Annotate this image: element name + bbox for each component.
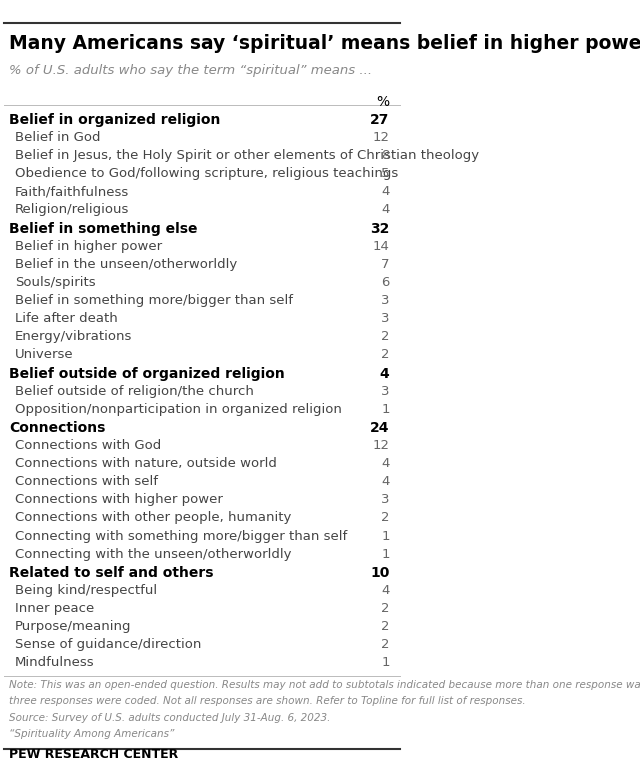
Text: 2: 2 xyxy=(381,602,390,615)
Text: Connecting with something more/bigger than self: Connecting with something more/bigger th… xyxy=(15,529,347,542)
Text: 4: 4 xyxy=(381,475,390,488)
Text: 8: 8 xyxy=(381,149,390,162)
Text: Connections with God: Connections with God xyxy=(15,439,161,452)
Text: 32: 32 xyxy=(371,222,390,236)
Text: 3: 3 xyxy=(381,385,390,398)
Text: 10: 10 xyxy=(371,566,390,580)
Text: 2: 2 xyxy=(381,512,390,525)
Text: 2: 2 xyxy=(381,638,390,651)
Text: Faith/faithfulness: Faith/faithfulness xyxy=(15,185,129,198)
Text: 6: 6 xyxy=(381,276,390,289)
Text: Connections with self: Connections with self xyxy=(15,475,158,488)
Text: 12: 12 xyxy=(372,131,390,144)
Text: Belief outside of religion/the church: Belief outside of religion/the church xyxy=(15,385,253,398)
Text: 4: 4 xyxy=(381,584,390,597)
Text: 1: 1 xyxy=(381,529,390,542)
Text: 4: 4 xyxy=(381,203,390,216)
Text: Connections with other people, humanity: Connections with other people, humanity xyxy=(15,512,291,525)
Text: Note: This was an open-ended question. Results may not add to subtotals indicate: Note: This was an open-ended question. R… xyxy=(9,680,640,690)
Text: three responses were coded. Not all responses are shown. Refer to Topline for fu: three responses were coded. Not all resp… xyxy=(9,696,525,706)
Text: Belief in Jesus, the Holy Spirit or other elements of Christian theology: Belief in Jesus, the Holy Spirit or othe… xyxy=(15,149,479,162)
Text: Connections with higher power: Connections with higher power xyxy=(15,493,223,506)
Text: Mindfulness: Mindfulness xyxy=(15,656,95,669)
Text: 24: 24 xyxy=(370,421,390,435)
Text: Belief outside of organized religion: Belief outside of organized religion xyxy=(9,366,285,380)
Text: Belief in the unseen/otherworldly: Belief in the unseen/otherworldly xyxy=(15,258,237,271)
Text: 2: 2 xyxy=(381,348,390,361)
Text: Connecting with the unseen/otherworldly: Connecting with the unseen/otherworldly xyxy=(15,548,291,561)
Text: Belief in higher power: Belief in higher power xyxy=(15,239,162,252)
Text: Universe: Universe xyxy=(15,348,74,361)
Text: Energy/vibrations: Energy/vibrations xyxy=(15,330,132,343)
Text: Inner peace: Inner peace xyxy=(15,602,94,615)
Text: Related to self and others: Related to self and others xyxy=(9,566,213,580)
Text: 2: 2 xyxy=(381,330,390,343)
Text: 4: 4 xyxy=(381,185,390,198)
Text: 5: 5 xyxy=(381,168,390,181)
Text: Belief in God: Belief in God xyxy=(15,131,100,144)
Text: 1: 1 xyxy=(381,403,390,416)
Text: 4: 4 xyxy=(380,366,390,380)
Text: Belief in organized religion: Belief in organized religion xyxy=(9,113,220,127)
Text: 3: 3 xyxy=(381,294,390,307)
Text: PEW RESEARCH CENTER: PEW RESEARCH CENTER xyxy=(9,747,178,760)
Text: Source: Survey of U.S. adults conducted July 31-Aug. 6, 2023.: Source: Survey of U.S. adults conducted … xyxy=(9,712,330,722)
Text: Obedience to God/following scripture, religious teachings: Obedience to God/following scripture, re… xyxy=(15,168,398,181)
Text: Belief in something else: Belief in something else xyxy=(9,222,197,236)
Text: “Spirituality Among Americans”: “Spirituality Among Americans” xyxy=(9,729,174,739)
Text: Belief in something more/bigger than self: Belief in something more/bigger than sel… xyxy=(15,294,293,307)
Text: Connections: Connections xyxy=(9,421,106,435)
Text: Being kind/respectful: Being kind/respectful xyxy=(15,584,157,597)
Text: Many Americans say ‘spiritual’ means belief in higher power or God: Many Americans say ‘spiritual’ means bel… xyxy=(9,34,640,53)
Text: Souls/spirits: Souls/spirits xyxy=(15,276,95,289)
Text: 27: 27 xyxy=(371,113,390,127)
Text: 4: 4 xyxy=(381,457,390,470)
Text: 2: 2 xyxy=(381,620,390,633)
Text: Religion/religious: Religion/religious xyxy=(15,203,129,216)
Text: %: % xyxy=(376,95,390,109)
Text: Sense of guidance/direction: Sense of guidance/direction xyxy=(15,638,201,651)
Text: 1: 1 xyxy=(381,656,390,669)
Text: 7: 7 xyxy=(381,258,390,271)
Text: % of U.S. adults who say the term “spiritual” means ...: % of U.S. adults who say the term “spiri… xyxy=(9,63,372,76)
Text: Connections with nature, outside world: Connections with nature, outside world xyxy=(15,457,276,470)
Text: 1: 1 xyxy=(381,548,390,561)
Text: Life after death: Life after death xyxy=(15,312,118,325)
Text: Opposition/nonparticipation in organized religion: Opposition/nonparticipation in organized… xyxy=(15,403,342,416)
Text: 12: 12 xyxy=(372,439,390,452)
Text: 3: 3 xyxy=(381,312,390,325)
Text: Purpose/meaning: Purpose/meaning xyxy=(15,620,131,633)
Text: 14: 14 xyxy=(372,239,390,252)
Text: 3: 3 xyxy=(381,493,390,506)
